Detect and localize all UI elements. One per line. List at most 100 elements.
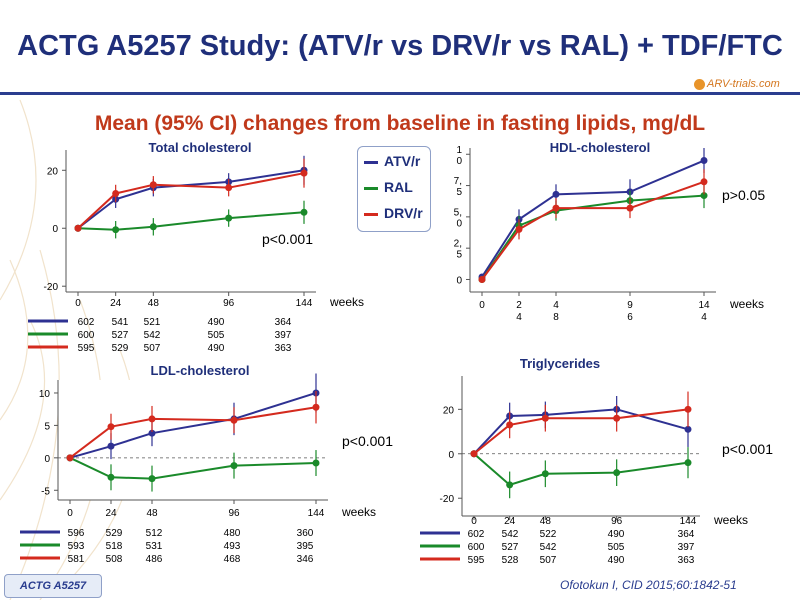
data-point (700, 178, 708, 186)
x-tick-label: 96 (228, 508, 240, 519)
data-point (300, 208, 308, 216)
n-at-risk-value: 364 (678, 529, 695, 540)
n-at-risk-value: 600 (78, 330, 95, 341)
n-at-risk-value: 486 (146, 554, 163, 565)
data-point (112, 226, 120, 234)
y-tick-label: 0 (44, 454, 50, 465)
legend: ATV/r RAL DRV/r (357, 146, 431, 232)
n-at-risk-value: 490 (208, 343, 225, 354)
x-tick-label: 8 (553, 312, 559, 323)
n-at-risk-value: 505 (608, 542, 625, 553)
data-point (506, 421, 514, 429)
plot-area (66, 150, 316, 292)
legend-item-ral: RAL (364, 179, 413, 195)
y-tick-label: 0 (456, 156, 462, 167)
data-point (626, 204, 634, 212)
x-tick-label: 6 (627, 312, 633, 323)
n-at-risk-value: 363 (678, 555, 695, 566)
x-tick-label: 48 (540, 516, 552, 527)
data-point (107, 442, 115, 450)
data-point (613, 414, 621, 422)
n-at-risk-value: 512 (146, 528, 163, 539)
data-point (300, 169, 308, 177)
y-tick-label: -5 (41, 486, 50, 497)
n-at-risk-value: 527 (502, 542, 519, 553)
n-at-risk-value: 490 (608, 555, 625, 566)
x-axis-unit: weeks (329, 295, 364, 309)
x-tick-label: 4 (553, 300, 559, 311)
legend-swatch (364, 186, 378, 190)
data-point (506, 481, 514, 489)
chart-title: LDL-cholesterol (151, 363, 250, 378)
n-at-risk-value: 531 (146, 541, 163, 552)
p-value: p<0.001 (342, 433, 393, 449)
n-at-risk-value: 595 (78, 343, 95, 354)
x-tick-label: 24 (504, 516, 516, 527)
data-point (230, 416, 238, 424)
n-at-risk-value: 507 (144, 343, 161, 354)
plot-area (470, 148, 716, 292)
x-axis-unit: weeks (713, 513, 748, 527)
n-at-risk-value: 507 (540, 555, 557, 566)
chart-title: Triglycerides (520, 356, 600, 371)
y-tick-label: 20 (47, 166, 59, 177)
legend-swatch (364, 160, 378, 164)
n-at-risk-value: 529 (106, 528, 123, 539)
p-value: p>0.05 (722, 187, 765, 203)
n-at-risk-value: 346 (297, 554, 314, 565)
n-at-risk-value: 600 (468, 542, 485, 553)
x-tick-label: 2 (516, 300, 522, 311)
n-at-risk-value: 596 (68, 528, 85, 539)
n-at-risk-value: 521 (144, 317, 161, 328)
p-value: p<0.001 (722, 441, 773, 457)
chart-title: Total cholesterol (148, 140, 251, 155)
data-point (541, 414, 549, 422)
data-point (149, 181, 157, 189)
legend-label: RAL (384, 179, 413, 195)
x-tick-label: 24 (105, 508, 117, 519)
x-tick-label: 14 (698, 300, 710, 311)
x-tick-label: 0 (67, 508, 73, 519)
n-at-risk-value: 518 (106, 541, 123, 552)
y-tick-label: 20 (443, 405, 455, 416)
n-at-risk-value: 490 (208, 317, 225, 328)
legend-swatch (364, 212, 378, 216)
n-at-risk-value: 593 (68, 541, 85, 552)
x-tick-label: 48 (146, 508, 158, 519)
data-point (66, 454, 74, 462)
n-at-risk-value: 541 (112, 317, 129, 328)
x-axis-unit: weeks (729, 297, 764, 311)
x-tick-label: 24 (110, 298, 122, 309)
x-tick-label: 144 (296, 298, 313, 309)
data-point (107, 473, 115, 481)
n-at-risk-value: 490 (608, 529, 625, 540)
data-point (148, 429, 156, 437)
data-point (74, 224, 82, 232)
legend-label: ATV/r (384, 153, 421, 169)
n-at-risk-value: 493 (224, 541, 241, 552)
plot-area (462, 376, 700, 516)
x-tick-label: 144 (680, 516, 697, 527)
n-at-risk-value: 364 (275, 317, 292, 328)
y-tick-label: 0 (52, 224, 58, 235)
x-tick-label: 48 (148, 298, 160, 309)
data-point (107, 423, 115, 431)
data-point (552, 204, 560, 212)
data-point (684, 405, 692, 413)
y-tick-label: 0 (456, 275, 462, 286)
n-at-risk-value: 528 (502, 555, 519, 566)
y-tick-label: -20 (440, 494, 455, 505)
page-title: ACTG A5257 Study: (ATV/r vs DRV/r vs RAL… (17, 30, 783, 62)
n-at-risk-value: 508 (106, 554, 123, 565)
n-at-risk-value: 480 (224, 528, 241, 539)
x-tick-label: 0 (75, 298, 81, 309)
data-point (225, 184, 233, 192)
citation: Ofotokun I, CID 2015;60:1842-51 (560, 578, 737, 592)
site-logo: ARV-trials.com (694, 78, 780, 90)
data-point (148, 475, 156, 483)
y-tick-label: 0 (448, 450, 454, 461)
data-point (230, 462, 238, 470)
n-at-risk-value: 397 (275, 330, 292, 341)
x-tick-label: 0 (471, 516, 477, 527)
